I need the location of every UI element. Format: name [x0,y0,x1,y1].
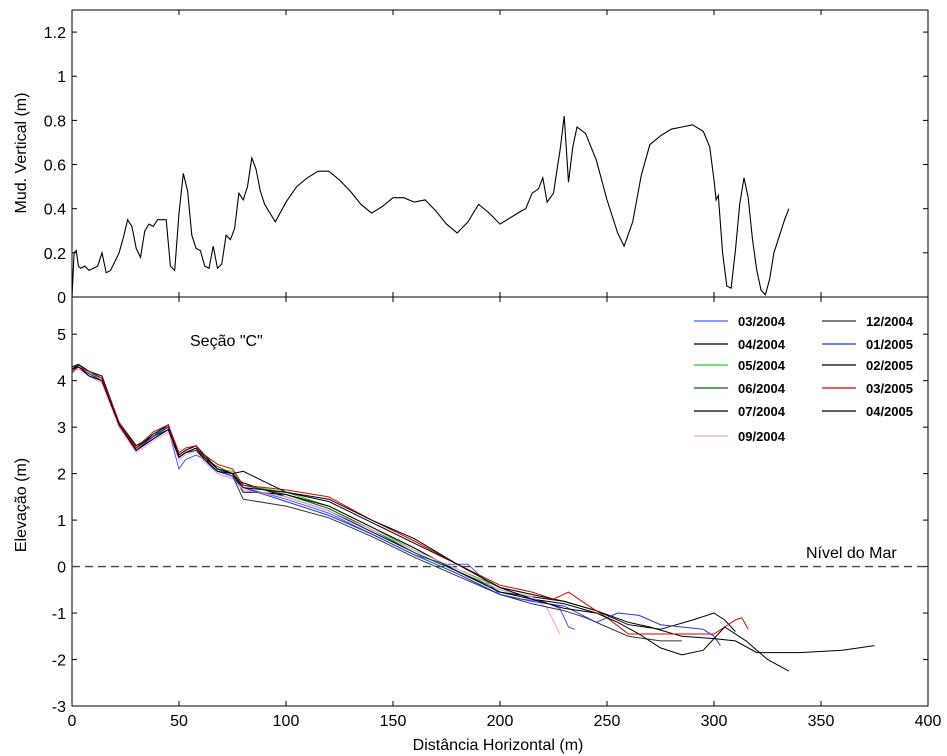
top-y-axis-label: Mud. Vertical (m) [13,93,30,214]
bottom-x-tick-label: 400 [915,713,942,730]
bottom-x-tick-label: 100 [273,713,300,730]
legend-label: 06/2004 [738,381,786,396]
top-series-line [71,115,790,298]
bottom-x-tick-label: 0 [68,713,77,730]
bottom-x-tick-label: 50 [170,713,188,730]
legend-label: 04/2005 [866,404,913,419]
bottom-series-group [71,363,875,672]
series-line-03-2005 [71,366,749,635]
top-y-tick-label: 0 [57,290,66,307]
bottom-y-tick-label: -1 [52,606,66,623]
legend-label: 01/2005 [866,337,913,352]
legend-label: 12/2004 [866,314,914,329]
series-line-04-2005 [71,366,790,672]
sea-level-label: Nível do Mar [806,545,897,562]
bottom-x-ticks: 0 50 100 150 200 250 300 350 400 [68,297,942,730]
legend-label: 03/2004 [738,314,786,329]
legend-label: 09/2004 [738,429,786,444]
series-line-02-2005 [71,363,875,654]
bottom-y-axis-label: Elevação (m) [13,458,30,552]
bottom-x-tick-label: 200 [487,713,514,730]
bottom-x-tick-label: 350 [808,713,835,730]
top-y-ticks: 0 0.2 0.4 0.6 0.8 1 1.2 [44,25,928,307]
bottom-y-tick-label: 5 [57,327,66,344]
bottom-y-ticks: -3 -2 -1 0 1 2 3 4 5 [52,327,928,716]
top-y-tick-label: 0.2 [44,246,66,263]
bottom-x-tick-label: 300 [701,713,728,730]
legend: 03/2004 04/2004 05/2004 06/2004 07/2004 09/20… [694,314,914,444]
legend-label: 05/2004 [738,358,786,373]
section-label: Seção "C" [190,333,263,350]
legend-label: 07/2004 [738,404,786,419]
bottom-y-tick-label: 0 [57,560,66,577]
series-line-09-2004 [71,368,561,635]
bottom-y-tick-label: -2 [52,653,66,670]
bottom-y-tick-label: 4 [57,374,66,391]
top-y-tick-label: 1.2 [44,25,66,42]
legend-label: 02/2005 [866,358,913,373]
bottom-chart-panel: -3 -2 -1 0 1 2 3 4 5 0 50 100 150 200 250 300 350 400 Se… [13,296,942,754]
legend-label: 04/2004 [738,337,786,352]
top-y-tick-label: 0.8 [44,113,66,130]
top-y-tick-label: 1 [57,69,66,86]
top-y-tick-label: 0.6 [44,158,66,175]
bottom-y-tick-label: 1 [57,513,66,530]
bottom-plot-frame [71,296,929,707]
bottom-y-tick-label: 2 [57,467,66,484]
top-plot-frame [71,9,929,298]
bottom-y-tick-label: -3 [52,699,66,716]
bottom-x-tick-label: 150 [380,713,407,730]
top-series-group [71,115,790,298]
bottom-y-tick-label: 3 [57,420,66,437]
bottom-x-tick-label: 250 [594,713,621,730]
top-chart-panel: 0 0.2 0.4 0.6 0.8 1 1.2 Mud. Vertical (m) [13,9,929,307]
top-y-tick-label: 0.4 [44,202,66,219]
legend-label: 03/2005 [866,381,913,396]
bottom-x-axis-label: Distância Horizontal (m) [413,737,584,754]
